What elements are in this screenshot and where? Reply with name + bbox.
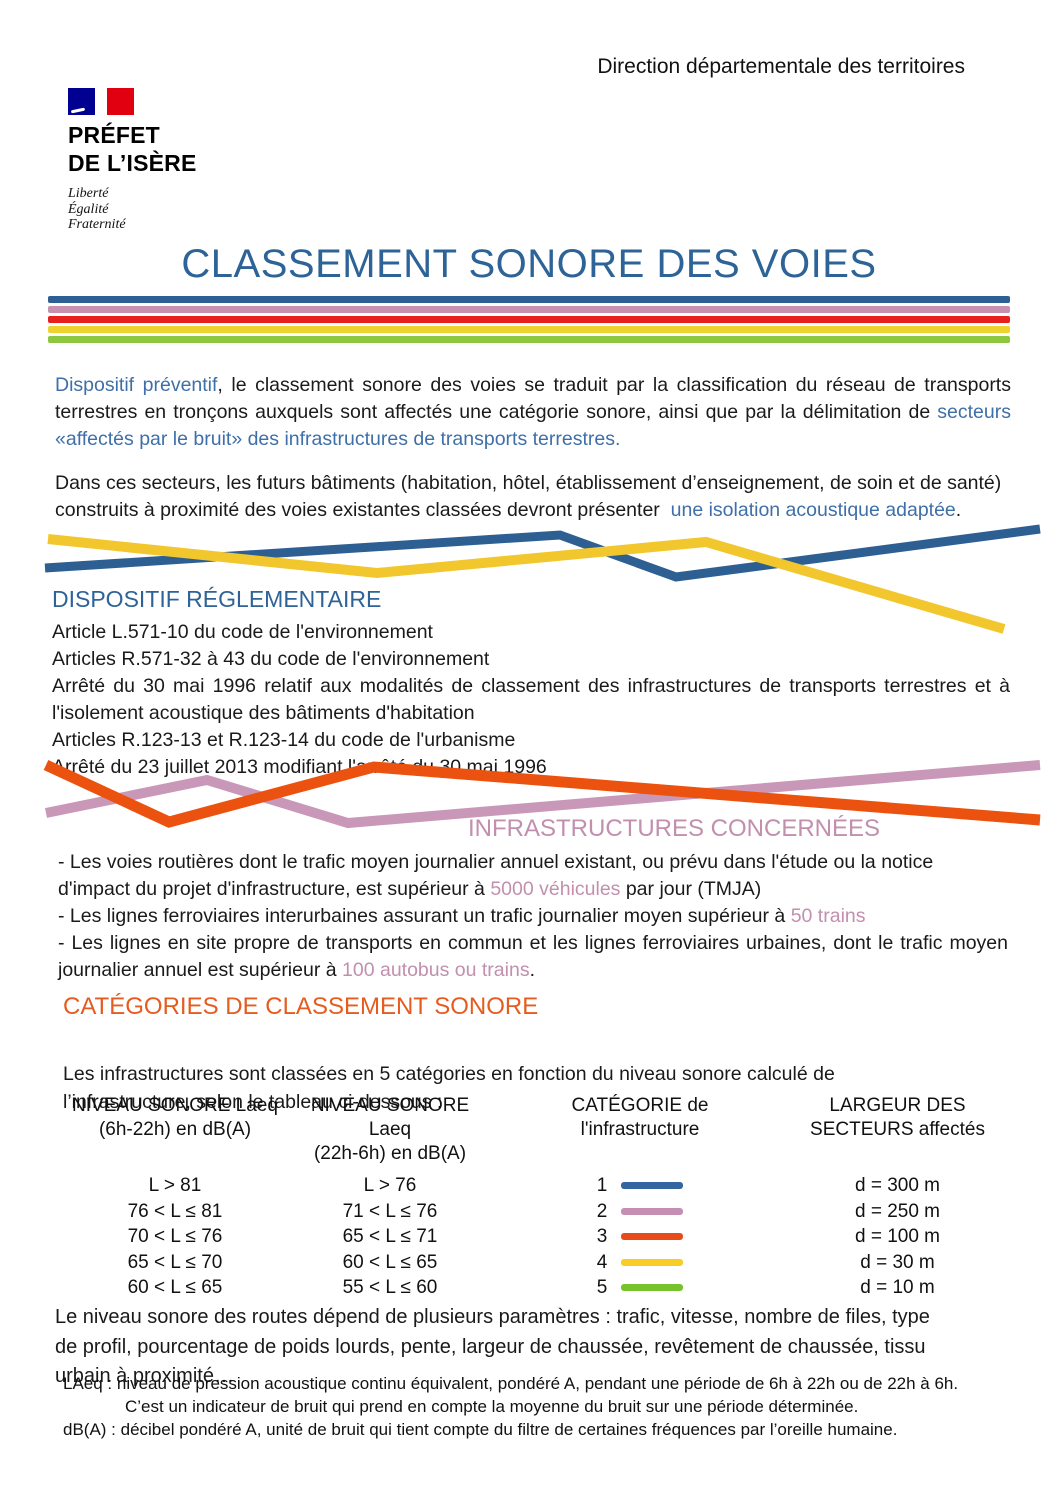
logo-prefet-line: PRÉFET [68, 122, 160, 148]
category-number: 4 [596, 1251, 608, 1273]
cell-night-level: L > 76 [363, 1175, 417, 1196]
header-line: NIVEAU SONORE Laeq [310, 1095, 470, 1140]
footnote-laeq: LAeq : niveau de pression acoustique con… [63, 1374, 959, 1393]
table-header-row: NIVEAU SONORE Laeq (6h-22h) en dB(A) NIV… [60, 1094, 1005, 1166]
cell-day-level: 76 < L ≤ 81 [127, 1200, 223, 1222]
header-line: (6h-22h) en dB(A) [98, 1119, 252, 1140]
infrastructure-bullet-roads: - Les voies routières dont le trafic moy… [58, 851, 934, 900]
flag-blue-stripe [68, 88, 95, 115]
separator-bar-green [48, 336, 1010, 343]
cell-day-level: 70 < L ≤ 76 [127, 1226, 223, 1247]
page-title: CLASSEMENT SONORE DES VOIES [181, 242, 877, 286]
cell-sector-width: d = 10 m [860, 1277, 935, 1298]
table-header-category: CATÉGORIE de l'infrastructure [490, 1094, 790, 1166]
legal-references-list: Article L.571-10 du code de l'environnem… [52, 619, 1010, 781]
logo-isere-line: DE L’ISÈRE [68, 150, 197, 176]
legal-reference-item: Articles R.123-13 et R.123-14 du code de… [52, 729, 516, 751]
intro-paragraph-2: Dans ces secteurs, les futurs bâtiments … [55, 471, 1002, 521]
cell-night-level: 65 < L ≤ 71 [342, 1226, 438, 1247]
legal-reference-item: Arrêté du 30 mai 1996 relatif aux modali… [52, 675, 1010, 724]
separator-bar-red [48, 316, 1010, 323]
french-flag-icon [68, 88, 134, 115]
separator-bar-pink [48, 306, 1010, 313]
header-line: SECTEURS affectés [810, 1119, 985, 1140]
motto-liberte: Liberté [68, 186, 109, 201]
prefet-logo: PRÉFET DE L’ISÈRE Liberté Égalité Frater… [68, 88, 197, 233]
categories-intro-text: Les infrastructures sont classées en 5 c… [63, 1062, 835, 1113]
flag-white-stripe [95, 88, 107, 115]
header-direction-text: Direction départementale des territoires [597, 55, 965, 78]
infrastructure-bullet-transit: - Les lignes en site propre de transport… [58, 932, 1008, 981]
decorative-zigzag-orange-mauve [43, 760, 1041, 829]
cell-day-level: L > 81 [148, 1175, 202, 1196]
cell-night-level: 60 < L ≤ 65 [342, 1251, 438, 1273]
table-row: 70 < L ≤ 76 65 < L ≤ 71 3 d = 100 m [60, 1224, 1005, 1250]
legal-reference-item: Articles R.571-32 à 43 du code de l'envi… [52, 648, 490, 670]
category-number: 5 [596, 1277, 608, 1298]
motto-fraternite: Fraternité [68, 217, 126, 232]
category-color-line [621, 1258, 684, 1266]
header-line: l'infrastructure [580, 1119, 700, 1140]
separator-bars [48, 296, 1010, 346]
category-color-line [621, 1207, 684, 1215]
cell-category: 4 [490, 1250, 790, 1276]
category-number: 3 [596, 1226, 608, 1247]
flag-red-stripe [107, 88, 134, 115]
cell-category: 2 [490, 1199, 790, 1225]
category-color-line [621, 1233, 684, 1241]
header-line: (22h-6h) en dB(A) [313, 1143, 467, 1164]
decorative-zigzag-blue-yellow [44, 524, 1041, 634]
footnotes: LAeq : niveau de pression acoustique con… [63, 1372, 1013, 1441]
header-line: LARGEUR DES [829, 1095, 966, 1116]
section-heading-categories: CATÉGORIES DE CLASSEMENT SONORE [63, 993, 539, 1020]
separator-bar-yellow [48, 326, 1010, 333]
cell-category: 5 [490, 1275, 790, 1301]
cell-category: 3 [490, 1224, 790, 1250]
table-row: L > 81 L > 76 1 d = 300 m [60, 1173, 1005, 1199]
header-line: NIVEAU SONORE Laeq [72, 1095, 278, 1116]
infrastructure-bullet-rail: - Les lignes ferroviaires interurbaines … [58, 905, 866, 927]
header-line: CATÉGORIE de [571, 1095, 709, 1116]
cell-night-level: 71 < L ≤ 76 [342, 1200, 438, 1222]
cell-sector-width: d = 100 m [854, 1226, 941, 1247]
cell-day-level: 60 < L ≤ 65 [127, 1277, 223, 1298]
table-header-width: LARGEUR DES SECTEURS affectés [790, 1094, 1005, 1166]
table-header-night: NIVEAU SONORE Laeq (22h-6h) en dB(A) [290, 1094, 490, 1166]
categories-table: NIVEAU SONORE Laeq (6h-22h) en dB(A) NIV… [60, 1094, 1005, 1301]
cell-sector-width: d = 300 m [854, 1175, 941, 1196]
cell-day-level: 65 < L ≤ 70 [127, 1251, 223, 1273]
section-heading-infrastructures: INFRASTRUCTURES CONCERNÉES [468, 815, 881, 842]
table-row: 76 < L ≤ 81 71 < L ≤ 76 2 d = 250 m [60, 1199, 1005, 1225]
category-number: 2 [596, 1200, 608, 1222]
category-color-line [621, 1182, 684, 1190]
separator-bar-blue [48, 296, 1010, 303]
cell-category: 1 [490, 1173, 790, 1199]
cell-sector-width: d = 30 m [860, 1251, 935, 1273]
intro-paragraph-1: Dispositif préventif, le classement sono… [55, 373, 1011, 450]
table-header-day: NIVEAU SONORE Laeq (6h-22h) en dB(A) [60, 1094, 290, 1166]
decorative-line-yellow [47, 534, 1006, 634]
noise-parameters-text: Le niveau sonore des routes dépend de pl… [55, 1306, 930, 1387]
logo-motto: Liberté Égalité Fraternité [68, 186, 197, 233]
section-heading-dispositif: DISPOSITIF RÉGLEMENTAIRE [52, 586, 382, 612]
table-row: 60 < L ≤ 65 55 < L ≤ 60 5 d = 10 m [60, 1275, 1005, 1301]
cell-night-level: 55 < L ≤ 60 [342, 1277, 438, 1298]
cell-sector-width: d = 250 m [854, 1200, 941, 1222]
decorative-line-orange [43, 760, 1041, 828]
infrastructures-list: - Les voies routières dont le trafic moy… [58, 849, 1008, 984]
category-number: 1 [596, 1175, 608, 1196]
footnote-laeq-cont: C’est un indicateur de bruit qui prend e… [125, 1397, 859, 1416]
table-row: 65 < L ≤ 70 60 < L ≤ 65 4 d = 30 m [60, 1250, 1005, 1276]
footnote-dba: dB(A) : décibel pondéré A, unité de brui… [63, 1420, 898, 1439]
decorative-line-blue [44, 524, 1041, 582]
motto-egalite: Égalité [68, 201, 109, 217]
legal-reference-item: Article L.571-10 du code de l'environnem… [52, 621, 433, 643]
category-color-line [621, 1284, 684, 1292]
